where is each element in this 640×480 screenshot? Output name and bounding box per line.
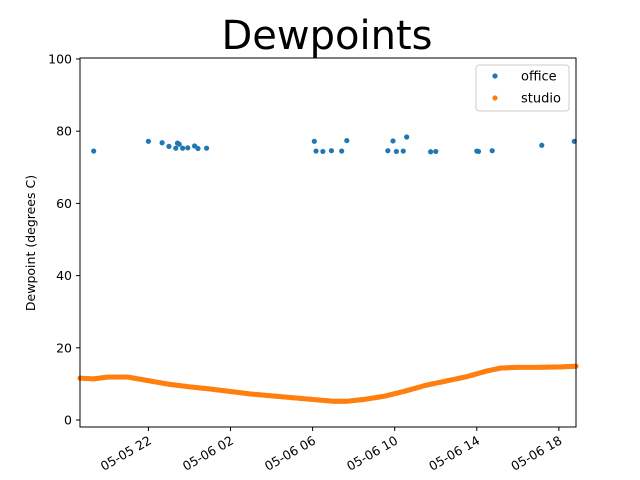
studio-series (77, 363, 579, 404)
office-point (390, 138, 396, 144)
office-point (313, 148, 319, 154)
office-point (173, 145, 179, 151)
office-point (320, 148, 326, 155)
office-point (311, 138, 317, 144)
legend-label-studio: studio (521, 92, 561, 107)
office-point (489, 148, 495, 154)
office-point (475, 148, 482, 155)
office-point (145, 138, 152, 144)
y-tick-label: 60 (56, 196, 72, 211)
y-axis-title: Dewpoint (degrees C) (23, 175, 38, 311)
office-point (433, 148, 439, 155)
legend-marker-office (492, 73, 498, 79)
y-tick-label: 20 (56, 340, 72, 355)
y-tick-label: 0 (64, 413, 72, 428)
plot-area (80, 58, 576, 427)
office-point (176, 141, 182, 147)
y-tick-label: 80 (56, 124, 72, 139)
chart-title: Dewpoints (222, 13, 433, 59)
office-point (166, 143, 172, 149)
office-point (428, 149, 434, 155)
office-point (400, 148, 406, 154)
office-point (404, 134, 410, 140)
office-series (91, 134, 577, 155)
office-point (91, 148, 97, 154)
office-point (180, 145, 186, 151)
office-point (339, 148, 345, 154)
office-point (185, 145, 191, 151)
office-point (539, 142, 545, 148)
legend-marker-studio (492, 95, 498, 101)
office-point (195, 145, 201, 152)
y-axis: 0 20 40 60 80 100 (48, 52, 80, 428)
office-point (393, 148, 400, 155)
office-point (344, 137, 350, 144)
legend-label-office: office (521, 70, 557, 85)
office-point (328, 148, 335, 154)
y-tick-label: 100 (48, 52, 72, 67)
office-point (203, 145, 210, 151)
office-point (159, 140, 165, 146)
legend-box (475, 64, 570, 112)
y-tick-label: 40 (56, 268, 72, 283)
legend: office studio (475, 64, 570, 112)
plot-frame-border (79, 57, 577, 428)
office-point (385, 148, 391, 154)
